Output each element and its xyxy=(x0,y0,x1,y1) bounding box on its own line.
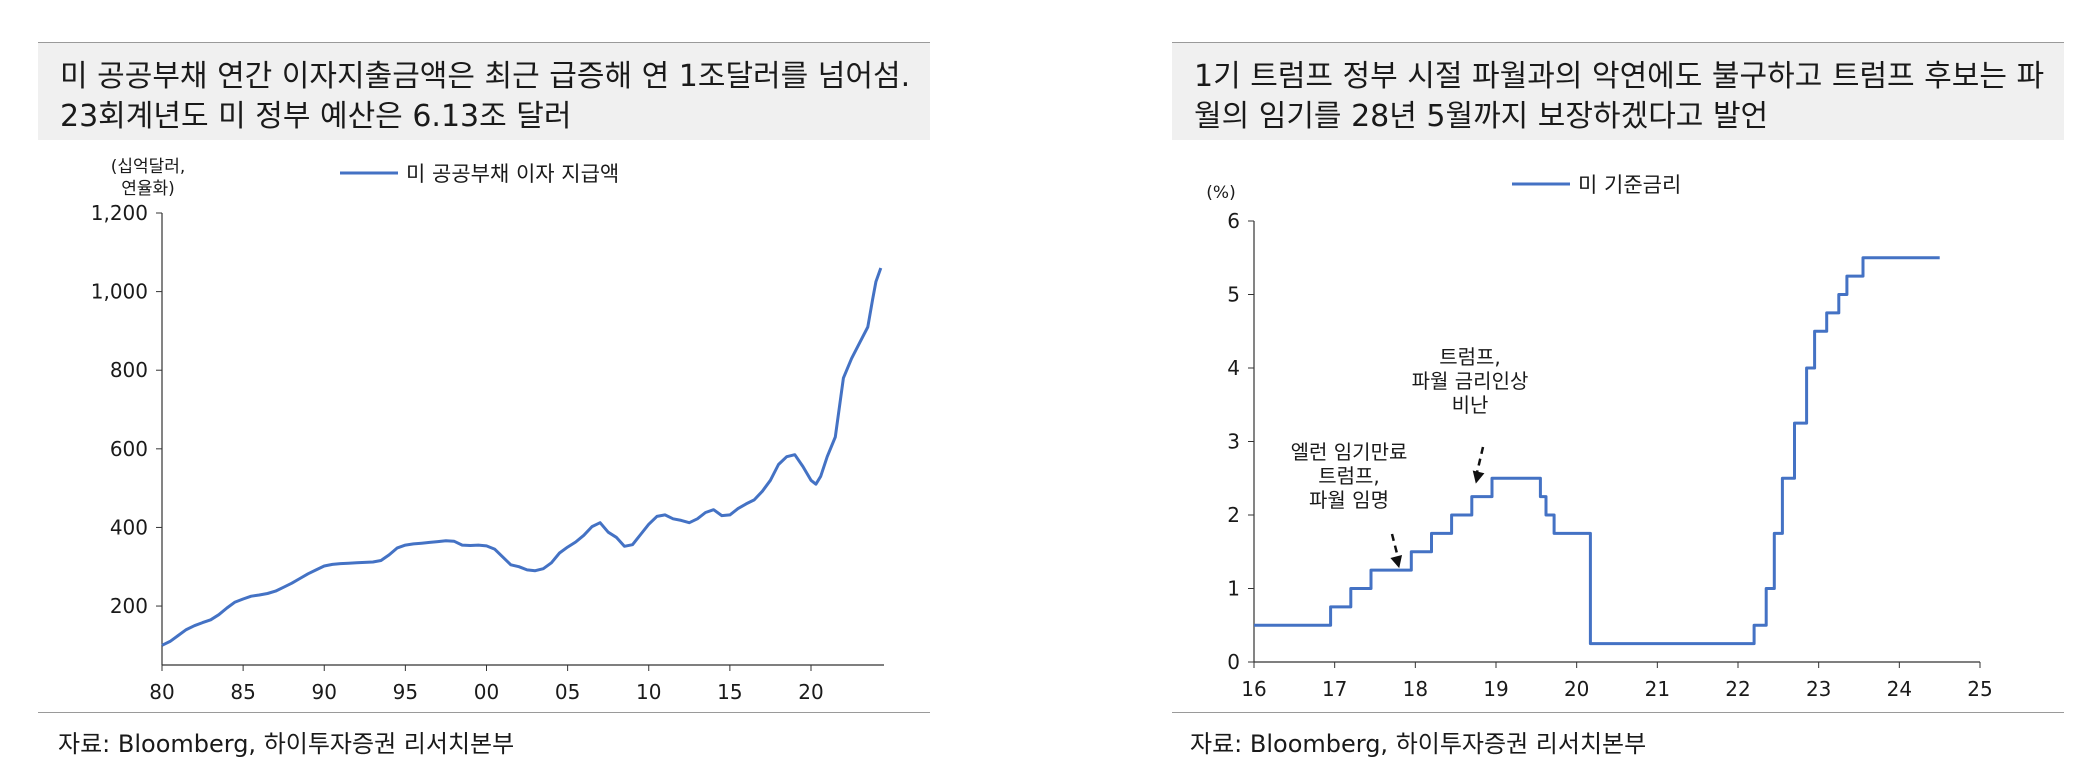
right-y-tick-label: 3 xyxy=(1227,430,1240,454)
left-panel: 미 공공부채 연간 이자지출금액은 최근 급증해 연 1조달러를 넘어섬. 23… xyxy=(38,42,930,758)
right-annotation-text: 엘런 임기만료 xyxy=(1291,440,1408,464)
left-chart-title: 미 공공부채 연간 이자지출금액은 최근 급증해 연 1조달러를 넘어섬. 23… xyxy=(38,42,930,140)
left-y-tick-label: 800 xyxy=(110,358,148,382)
left-title-line2: 23회계년도 미 정부 예산은 6.13조 달러 xyxy=(60,99,572,134)
left-x-tick-label: 85 xyxy=(230,680,255,704)
left-title-line1: 미 공공부채 연간 이자지출금액은 최근 급증해 연 1조달러를 넘어섬. xyxy=(60,59,911,94)
right-series-line xyxy=(1254,256,1940,646)
right-y-tick-label: 6 xyxy=(1227,209,1240,233)
left-x-tick-label: 80 xyxy=(149,680,174,704)
right-chart-title: 1기 트럼프 정부 시절 파월과의 악연에도 불구하고 트럼프 후보는 파 월의… xyxy=(1172,42,2064,140)
left-x-tick-label: 15 xyxy=(717,680,742,704)
right-y-tick-label: 2 xyxy=(1227,503,1240,527)
right-x-tick-label: 22 xyxy=(1725,677,1750,701)
right-y-tick-label: 5 xyxy=(1227,283,1240,307)
left-x-tick-label: 00 xyxy=(474,680,499,704)
left-y-tick-label: 400 xyxy=(110,515,148,539)
right-x-tick-label: 23 xyxy=(1806,677,1831,701)
right-y-tick-label: 1 xyxy=(1227,577,1240,601)
right-y-tick-label: 0 xyxy=(1227,650,1240,674)
right-x-tick-label: 21 xyxy=(1645,677,1670,701)
left-y-tick-label: 1,200 xyxy=(91,201,148,225)
right-annotation-arrowhead xyxy=(1390,555,1403,569)
right-source-divider xyxy=(1172,712,2064,713)
right-title-line1: 1기 트럼프 정부 시절 파월과의 악연에도 불구하고 트럼프 후보는 파 xyxy=(1194,59,2045,94)
left-x-tick-label: 90 xyxy=(312,680,337,704)
interest-payment-chart: 200 400 600 800 1,000 1,200 80 85 90 95 00 05 10 15 20… xyxy=(91,157,884,704)
left-y-tick-label: 200 xyxy=(110,594,148,618)
right-x-tick-label: 17 xyxy=(1322,677,1347,701)
right-annotation-text: 트럼프, xyxy=(1318,464,1380,488)
left-x-tick-label: 95 xyxy=(393,680,418,704)
right-x-tick-label: 19 xyxy=(1483,677,1508,701)
right-y-tick-label: 4 xyxy=(1227,356,1240,380)
left-source-divider xyxy=(38,712,930,713)
right-annotation-text: 트럼프, xyxy=(1439,345,1501,369)
right-annotation-arrowhead xyxy=(1472,470,1485,484)
right-title-line2: 월의 임기를 28년 5월까지 보장하겠다고 발언 xyxy=(1194,99,1769,134)
left-source-note: 자료: Bloomberg, 하이투자증권 리서치본부 xyxy=(58,730,515,758)
right-x-tick-label: 24 xyxy=(1887,677,1912,701)
left-y-tick-label: 600 xyxy=(110,437,148,461)
left-series-line xyxy=(161,267,883,647)
right-annotation-text: 비난 xyxy=(1452,393,1489,417)
right-source-note: 자료: Bloomberg, 하이투자증권 리서치본부 xyxy=(1190,730,1647,758)
right-legend-label: 미 기준금리 xyxy=(1578,173,1681,197)
left-x-tick-label: 20 xyxy=(798,680,823,704)
right-panel: 1기 트럼프 정부 시절 파월과의 악연에도 불구하고 트럼프 후보는 파 월의… xyxy=(1040,0,2080,770)
left-y-unit-label: (십억달러, xyxy=(111,157,186,177)
right-x-tick-label: 20 xyxy=(1564,677,1589,701)
right-x-tick-label: 16 xyxy=(1241,677,1266,701)
left-y-tick-label: 1,000 xyxy=(91,280,148,304)
right-y-unit-label: (%) xyxy=(1206,183,1235,203)
right-x-tick-label: 25 xyxy=(1967,677,1992,701)
left-y-unit-label: 연율화) xyxy=(121,179,175,199)
right-x-tick-label: 18 xyxy=(1403,677,1428,701)
left-x-tick-label: 10 xyxy=(636,680,661,704)
right-annotation-text: 파월 금리인상 xyxy=(1412,369,1529,393)
right-annotation-text: 파월 임명 xyxy=(1309,488,1389,512)
left-x-tick-label: 05 xyxy=(555,680,580,704)
left-legend-label: 미 공공부채 이자 지급액 xyxy=(406,162,619,186)
